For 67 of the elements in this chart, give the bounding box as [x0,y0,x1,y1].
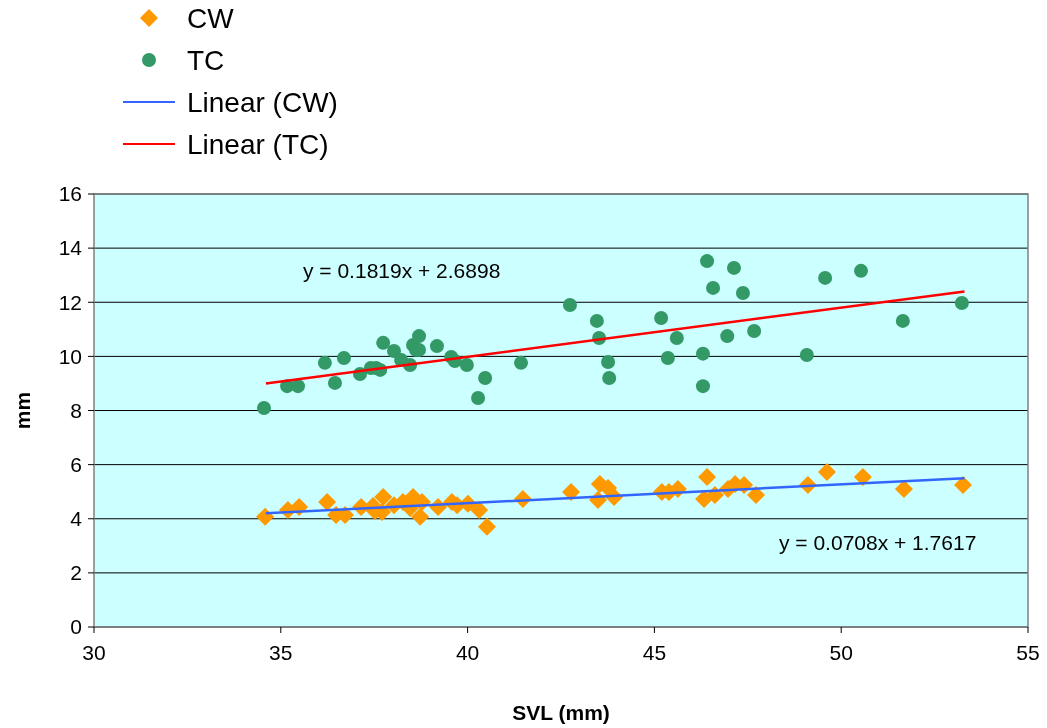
y-tick-label: 2 [70,561,82,585]
point [669,330,684,345]
point [654,310,669,325]
x-tick-label: 30 [82,641,106,664]
point [429,339,444,354]
point [747,323,762,338]
point [602,371,617,386]
point [562,297,577,312]
y-tick-label: 0 [70,615,82,639]
point [387,343,401,358]
point [854,263,868,278]
point [478,371,493,386]
point [376,335,391,350]
x-tick-label: 45 [642,641,667,664]
point [601,355,616,370]
point [706,280,721,295]
point [327,375,342,390]
legend-label: Linear (CW) [187,86,338,118]
point [853,468,872,487]
point [478,517,497,536]
point [256,401,271,416]
legend-label: Linear (TC) [187,128,329,160]
y-tick-label: 10 [58,344,82,368]
point [895,313,910,328]
y-tick-label: 14 [58,236,83,260]
point [470,501,489,520]
point [256,507,275,526]
point [954,296,969,311]
point [459,358,474,373]
point [562,482,581,501]
point [317,355,332,370]
x-axis-title: SVL (mm) [512,701,610,724]
point [290,379,305,394]
legend-label: CW [187,2,235,34]
point [695,346,710,361]
annotation: y = 0.1819x + 2.6898 [303,259,501,282]
point [374,488,393,507]
annotation: y = 0.0708x + 1.7617 [779,531,977,554]
point [726,260,741,275]
y-tick-label: 4 [70,507,83,531]
point [336,351,351,365]
point [589,313,604,328]
point [818,270,833,285]
legend-label: TC [187,44,225,76]
point [799,348,814,363]
y-axis-title: mm [11,391,34,430]
y-tick-label: 12 [58,290,82,314]
point [700,254,715,269]
x-tick-label: 50 [829,641,853,664]
y-tick-label: 16 [58,182,82,206]
point [412,329,427,344]
point [660,351,675,365]
point [953,475,972,494]
point [720,329,735,344]
point [471,391,486,406]
point [818,462,836,481]
point [411,507,430,526]
x-tick-label: 35 [269,641,293,664]
y-tick-label: 8 [70,398,82,422]
x-tick-label: 55 [1016,641,1040,664]
point [514,355,529,370]
x-tick-label: 40 [455,641,480,664]
point [695,379,710,394]
point [735,286,750,301]
point [318,492,337,511]
y-tick-label: 6 [70,452,82,476]
point [698,468,717,487]
